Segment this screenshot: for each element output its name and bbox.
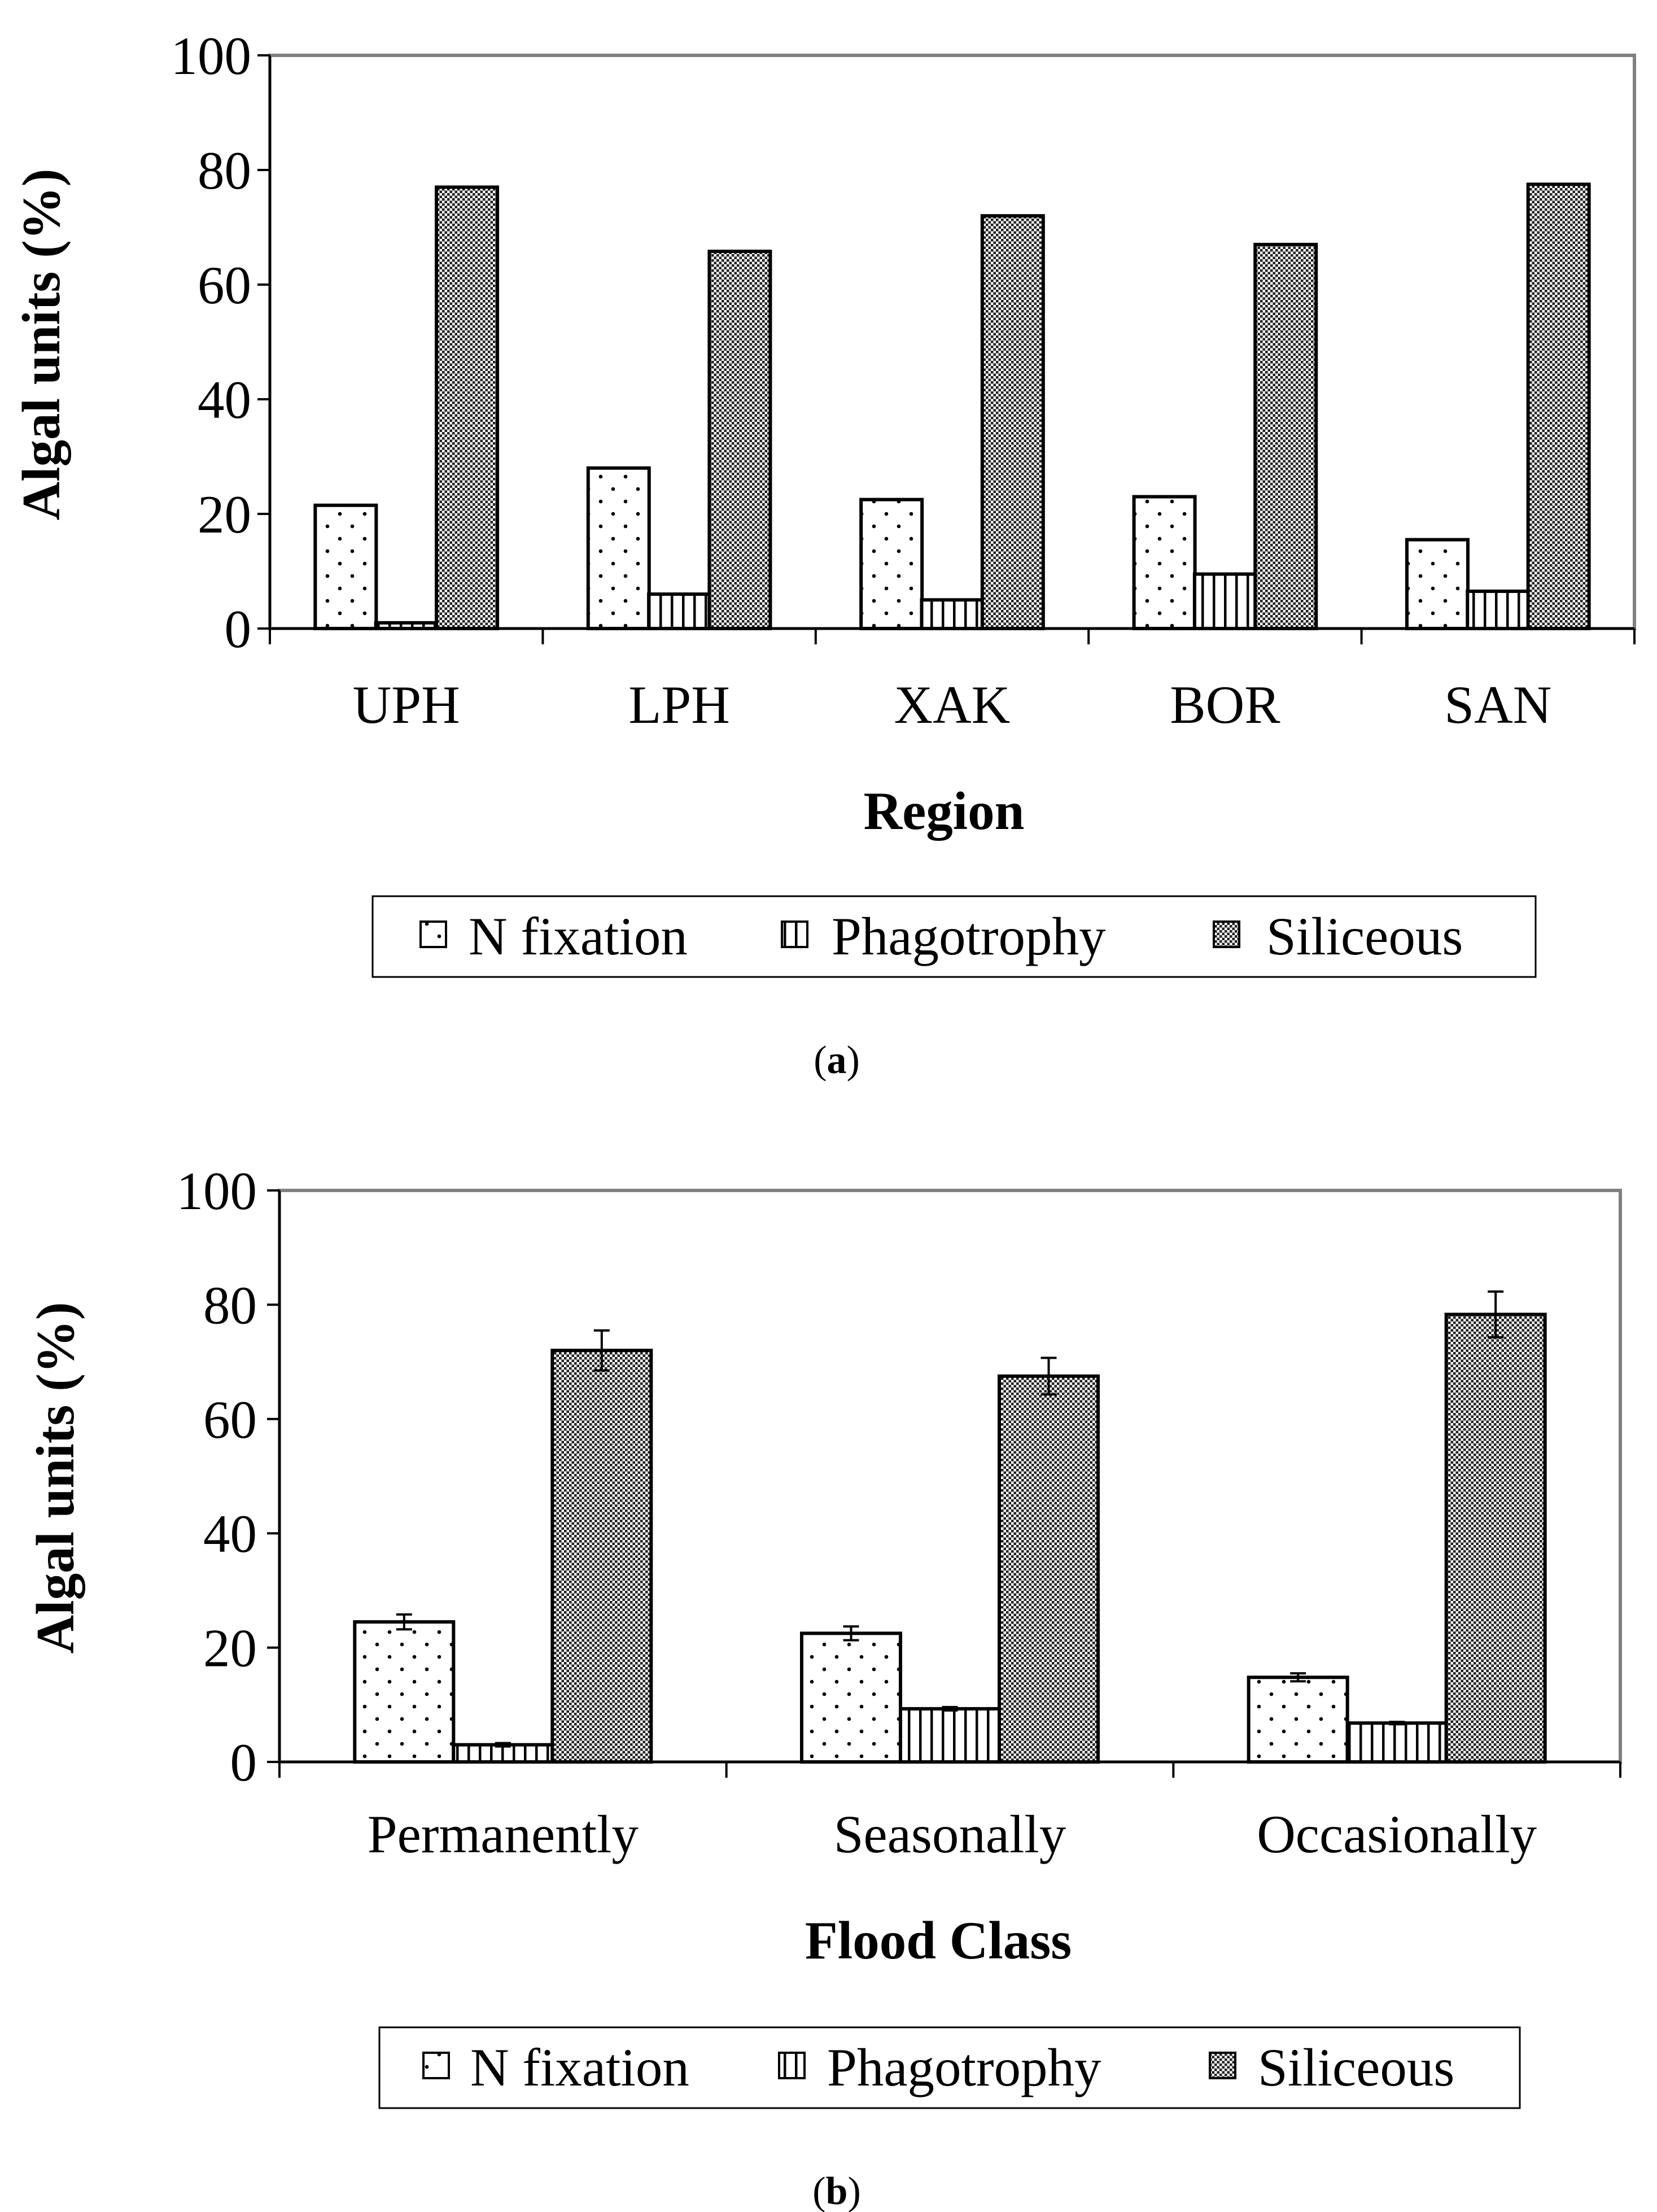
- bar-phagotrophy-permanently: [452, 1743, 554, 1764]
- error-bar-phagotrophy-occasionally: [1389, 1721, 1405, 1726]
- y-tick-label: 80: [203, 1275, 257, 1335]
- bar-n-fixation-occasionally: [1247, 1676, 1349, 1764]
- error-bar-n-fixation-seasonally: [843, 1625, 859, 1642]
- y-axis-ticks: 0 20 40 60 80 100: [171, 26, 270, 659]
- legend: N fixation Phagotrophy Siliceous: [378, 2026, 1521, 2109]
- x-axis-categories: Permanently Seasonally Occasionally: [278, 1762, 1621, 1864]
- bar-phagotrophy-san: [1466, 590, 1531, 631]
- x-axis-title: Region: [864, 781, 1025, 841]
- x-axis-categories: UPH LPH XAK BOR SAN: [269, 629, 1636, 735]
- bar-siliceous-seasonally: [998, 1374, 1100, 1764]
- bar-phagotrophy-lph: [647, 592, 712, 630]
- error-bar-phagotrophy-seasonally: [942, 1705, 958, 1712]
- bar-siliceous-occasionally: [1444, 1312, 1547, 1764]
- y-axis-title: Algal units (%): [11, 169, 71, 521]
- bar-n-fixation-xak: [859, 498, 924, 630]
- y-tick-label: 100: [171, 26, 252, 86]
- bar-siliceous-san: [1526, 182, 1591, 630]
- bar-n-fixation-seasonally: [800, 1631, 902, 1764]
- bar-siliceous-xak: [980, 214, 1045, 630]
- bar-n-fixation-permanently: [353, 1620, 456, 1764]
- legend-label-n-fixation: N fixation: [470, 2038, 689, 2097]
- legend-swatch-siliceous: [1213, 920, 1240, 948]
- bar-n-fixation-san: [1405, 538, 1470, 630]
- x-category-label: Permanently: [368, 1804, 639, 1864]
- legend-label-siliceous: Siliceous: [1266, 906, 1463, 966]
- x-category-label: Seasonally: [834, 1804, 1066, 1864]
- y-tick-label: 0: [225, 599, 252, 659]
- error-bar-siliceous-occasionally: [1488, 1290, 1504, 1339]
- bar-siliceous-lph: [707, 250, 772, 630]
- y-tick-label: 60: [203, 1390, 257, 1450]
- error-bar-n-fixation-permanently: [396, 1613, 412, 1631]
- legend-swatch-phagotrophy: [781, 920, 808, 948]
- panel-caption-b: (b): [812, 2170, 861, 2212]
- y-tick-label: 40: [198, 370, 251, 430]
- y-tick-label: 20: [198, 485, 251, 544]
- legend-swatch-n-fixation: [419, 920, 447, 948]
- bar-phagotrophy-bor: [1192, 572, 1257, 631]
- bar-n-fixation-lph: [586, 466, 651, 630]
- y-tick-label: 0: [230, 1733, 257, 1792]
- error-bar-n-fixation-occasionally: [1290, 1672, 1306, 1683]
- bar-phagotrophy-seasonally: [899, 1707, 1001, 1764]
- y-axis-ticks: 0 20 40 60 80 100: [177, 1161, 279, 1792]
- bar-siliceous-permanently: [550, 1349, 653, 1764]
- x-category-label: BOR: [1170, 675, 1280, 735]
- x-axis-title: Flood Class: [805, 1910, 1072, 1970]
- legend-swatch-n-fixation: [422, 2052, 450, 2079]
- legend-label-n-fixation: N fixation: [469, 906, 688, 966]
- bar-n-fixation-uph: [313, 503, 378, 631]
- legend-swatch-phagotrophy: [778, 2052, 806, 2079]
- y-tick-label: 40: [203, 1504, 257, 1564]
- bar-siliceous-bor: [1253, 242, 1318, 630]
- chart-panel-a: 0 20 40 60 80 100 UPH LPH XAK BOR SAN Algal units…: [11, 26, 1636, 1082]
- bar-siliceous-uph: [435, 185, 500, 630]
- error-bar-siliceous-seasonally: [1040, 1356, 1057, 1396]
- panel-caption-a: (a): [814, 1039, 860, 1082]
- bar-phagotrophy-occasionally: [1345, 1721, 1448, 1764]
- chart-panel-b: 0 20 40 60 80 100 Permanently Seasonally Occasi…: [25, 1161, 1622, 2212]
- bar-phagotrophy-xak: [920, 598, 985, 630]
- x-category-label: Occasionally: [1257, 1804, 1537, 1864]
- legend-swatch-siliceous: [1209, 2052, 1236, 2079]
- x-category-label: LPH: [628, 675, 729, 735]
- error-bar-siliceous-permanently: [593, 1329, 610, 1372]
- x-category-label: SAN: [1444, 675, 1551, 735]
- legend-label-phagotrophy: Phagotrophy: [832, 906, 1106, 966]
- plot-frame: [278, 1189, 1622, 1764]
- error-bar-phagotrophy-permanently: [495, 1742, 511, 1748]
- y-tick-label: 80: [198, 141, 251, 200]
- y-tick-label: 20: [203, 1618, 257, 1678]
- y-tick-label: 100: [177, 1161, 257, 1221]
- bar-phagotrophy-uph: [374, 621, 439, 630]
- legend-label-siliceous: Siliceous: [1258, 2038, 1454, 2097]
- legend-frame: [378, 2026, 1521, 2109]
- x-category-label: XAK: [894, 675, 1011, 735]
- bar-n-fixation-bor: [1132, 495, 1197, 630]
- legend: N fixation Phagotrophy Siliceous: [371, 895, 1537, 978]
- plot-area: [268, 54, 1636, 631]
- plot-area: [278, 1189, 1622, 1764]
- y-tick-label: 60: [198, 255, 251, 315]
- legend-label-phagotrophy: Phagotrophy: [827, 2038, 1101, 2097]
- legend-frame: [371, 895, 1537, 978]
- x-category-label: UPH: [353, 675, 460, 735]
- y-axis-title: Algal units (%): [25, 1302, 85, 1654]
